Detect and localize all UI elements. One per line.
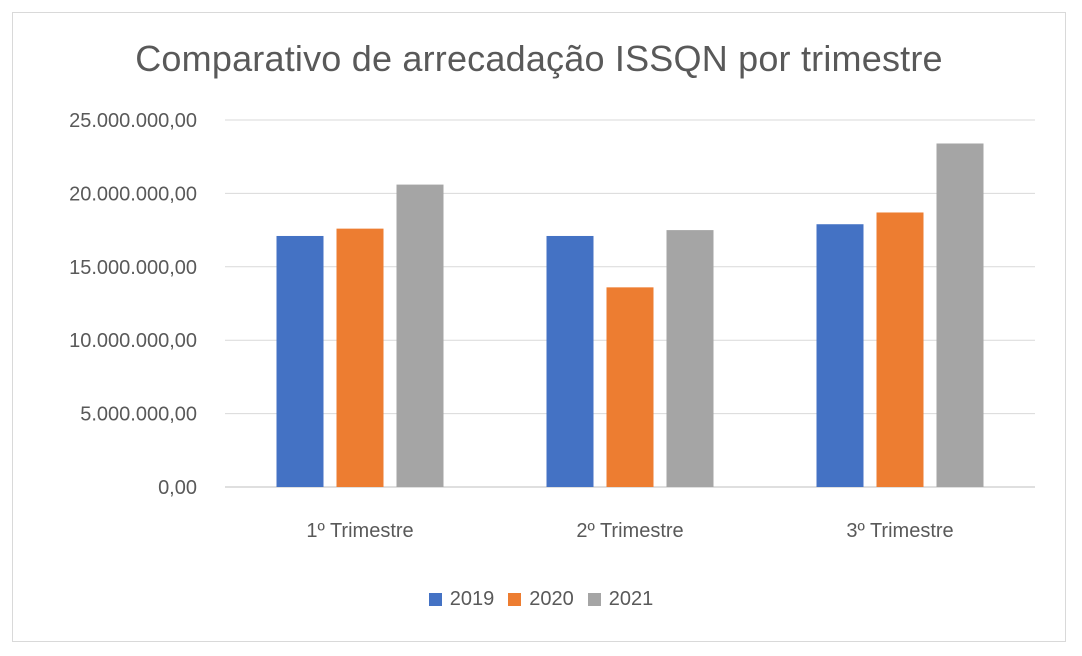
- bar-2020-2: [606, 287, 654, 487]
- y-tick-label: 0,00: [158, 477, 197, 499]
- y-tick-label: 20.000.000,00: [69, 183, 197, 205]
- legend-swatch: [428, 593, 442, 606]
- x-tick-label: 2º Trimestre: [576, 520, 683, 542]
- legend-swatch: [587, 593, 601, 606]
- x-tick-label: 1º Trimestre: [306, 520, 413, 542]
- legend-label: 2021: [608, 588, 654, 610]
- bar-2021-3: [936, 143, 984, 487]
- legend-label: 2019: [449, 588, 495, 610]
- legend-item-2021: 2021: [587, 588, 654, 611]
- legend-item-2020: 2020: [508, 588, 574, 611]
- bar-2021-1: [396, 184, 444, 488]
- bar-2021-2: [666, 230, 714, 487]
- bar-2019-1: [276, 235, 324, 487]
- legend-label: 2020: [529, 588, 574, 610]
- y-tick-label: 10.000.000,00: [69, 330, 197, 352]
- y-tick-label: 15.000.000,00: [69, 257, 197, 279]
- y-tick-label: 25.000.000,00: [69, 110, 197, 132]
- bar-2020-3: [876, 212, 924, 487]
- bar-2020-1: [336, 228, 384, 487]
- x-axis-tick-labels: 1º Trimestre 2º Trimestre 3º Trimestre: [306, 520, 953, 542]
- legend-swatch: [508, 593, 522, 606]
- legend-item-2019: 2019: [428, 588, 495, 611]
- y-axis-tick-labels: 0,00 5.000.000,00 10.000.000,00 15.000.000,…: [69, 110, 197, 499]
- bar-2019-3: [816, 224, 864, 487]
- y-tick-label: 5.000.000,00: [80, 404, 197, 426]
- bars: [276, 143, 984, 488]
- legend: 2019 2020 2021: [0, 588, 1082, 611]
- x-tick-label: 3º Trimestre: [846, 520, 953, 542]
- bar-2019-2: [546, 235, 594, 487]
- chart-title: Comparativo de arrecadação ISSQN por tri…: [135, 38, 943, 79]
